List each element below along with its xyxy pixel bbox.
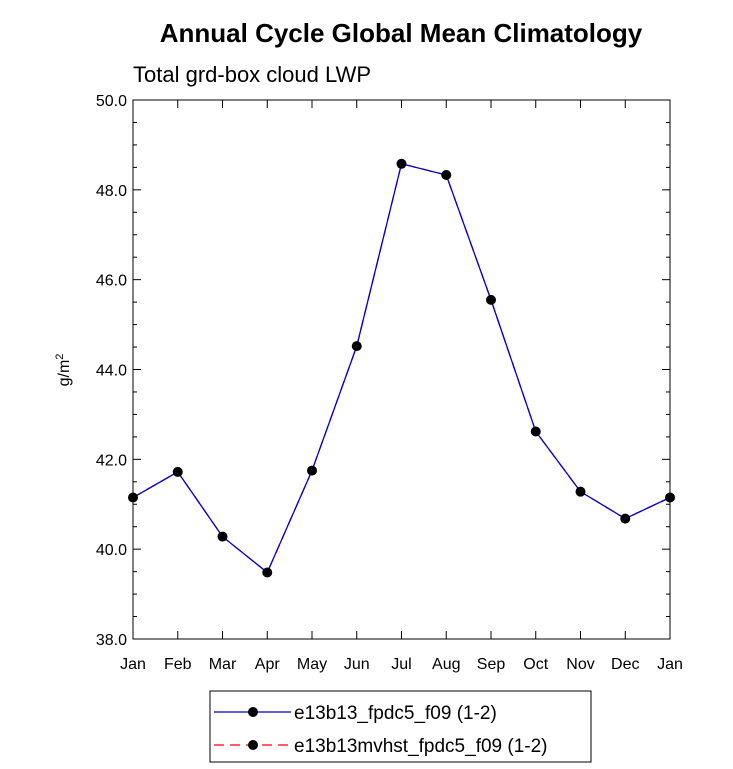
x-tick-label: May xyxy=(297,656,327,673)
y-tick-label: 44.0 xyxy=(96,363,127,380)
data-point xyxy=(486,294,496,305)
axis-ticks: 38.0 40.0 42.0 44.0 46.0 48.0 50.0 Jan Feb Mar Apr… xyxy=(96,93,683,673)
x-tick-label: Jun xyxy=(344,656,370,673)
y-axis-label-base: g/m xyxy=(56,360,73,387)
y-tick-label: 50.0 xyxy=(96,93,127,110)
x-tick-label: Jul xyxy=(391,656,411,673)
legend-item-1: e13b13_fpdc5_f09 (1-2) xyxy=(214,703,497,724)
legend-marker-2 xyxy=(248,740,258,750)
x-tick-label: Aug xyxy=(432,656,460,673)
data-point xyxy=(530,426,541,437)
x-tick-label: Apr xyxy=(255,656,281,673)
x-tick-label: Nov xyxy=(566,656,594,673)
x-tick-label: Oct xyxy=(523,656,548,673)
y-tick-label: 48.0 xyxy=(96,183,127,200)
y-tick-label: 46.0 xyxy=(96,273,127,290)
data-point xyxy=(172,466,183,477)
x-tick-label: Jan xyxy=(120,656,146,673)
legend-label-1: e13b13_fpdc5_f09 (1-2) xyxy=(294,703,497,724)
data-point xyxy=(396,158,407,169)
data-point xyxy=(262,567,273,578)
plot-frame xyxy=(132,99,671,640)
data-point xyxy=(620,513,631,524)
y-axis-label-superscript: 2 xyxy=(54,354,66,360)
chart-subtitle: Total grd-box cloud LWP xyxy=(133,62,371,87)
legend-item-2: e13b13mvhst_fpdc5_f09 (1-2) xyxy=(214,736,548,757)
series-line-1 xyxy=(132,162,671,574)
y-tick-label: 40.0 xyxy=(96,542,127,559)
legend-marker-1 xyxy=(248,707,258,717)
data-point xyxy=(217,531,228,542)
x-tick-label: Mar xyxy=(209,656,237,673)
legend-label-2: e13b13mvhst_fpdc5_f09 (1-2) xyxy=(294,736,548,757)
data-point xyxy=(307,465,317,476)
chart-title: Annual Cycle Global Mean Climatology xyxy=(160,18,643,48)
legend-box xyxy=(209,690,592,763)
data-point xyxy=(351,341,362,352)
legend: e13b13_fpdc5_f09 (1-2) e13b13mvhst_fpdc5… xyxy=(209,690,592,763)
series-line-2 xyxy=(132,162,671,574)
y-tick-label: 42.0 xyxy=(96,452,127,469)
x-tick-label: Sep xyxy=(477,656,506,673)
x-tick-label: Feb xyxy=(164,656,192,673)
series-layer xyxy=(128,158,675,578)
y-axis-label: g/m2 xyxy=(54,354,73,387)
data-point xyxy=(441,170,452,181)
y-tick-label: 38.0 xyxy=(96,632,127,649)
x-tick-label: Dec xyxy=(611,656,639,673)
x-tick-label: Jan xyxy=(657,656,683,673)
data-point xyxy=(575,486,586,497)
